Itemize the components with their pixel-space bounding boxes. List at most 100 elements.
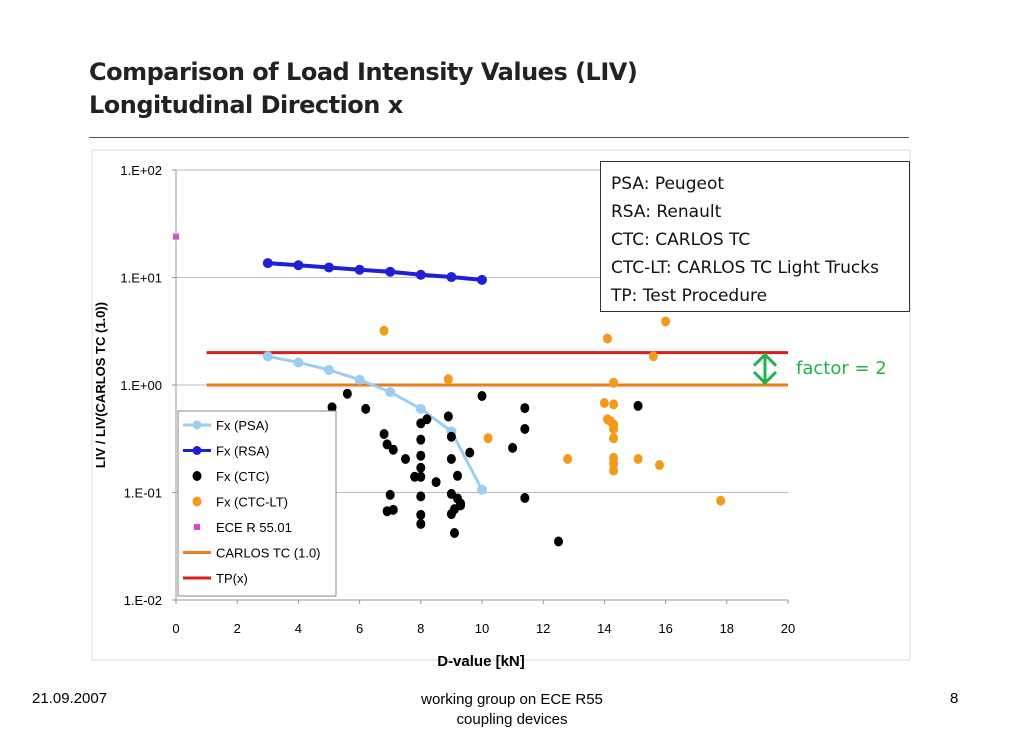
x-tick-label: 16 (658, 621, 672, 636)
point-ctc (456, 498, 466, 509)
abbrev-ctc-lt: CTC-LT: CARLOS TC Light Trucks (611, 258, 879, 278)
point-ctc (520, 423, 530, 434)
x-tick-label: 2 (234, 621, 241, 636)
point-ctc (422, 414, 432, 425)
point-rsa (385, 266, 396, 277)
point-rsa (293, 260, 304, 271)
slide-title-line1: Comparison of Load Intensity Values (LIV… (89, 58, 638, 86)
point-rsa (446, 272, 457, 283)
point-ctc (416, 450, 426, 461)
point-ctc (388, 444, 398, 455)
footer-page-number: 8 (950, 690, 959, 707)
abbreviation-box: PSA: Peugeot RSA: Renault CTC: CARLOS TC… (600, 161, 910, 312)
point-ctc (401, 453, 410, 464)
point-ctc_lt (716, 495, 726, 506)
y-axis-title: LIV / LIV(CARLOS TC (1.0)) (93, 302, 108, 468)
point-rsa (354, 264, 365, 275)
point-ctc (633, 400, 643, 411)
point-ctc (416, 518, 426, 529)
footer-center: working group on ECE R55 coupling device… (362, 690, 662, 730)
point-ctc_lt (483, 433, 493, 444)
x-tick-label: 20 (781, 621, 795, 636)
point-ctc_lt (654, 460, 664, 471)
legend-label: TP(x) (216, 571, 248, 586)
point-ctc_lt (609, 399, 619, 410)
footer-center-line1: working group on ECE R55 (421, 691, 603, 708)
legend-marker-ctc_lt (192, 496, 202, 507)
point-ctc_lt (599, 398, 609, 409)
point-psa (354, 374, 365, 385)
legend-label: Fx (PSA) (216, 418, 269, 433)
abbrev-tp: TP: Test Procedure (611, 286, 768, 306)
legend-marker-ece (194, 524, 200, 530)
point-ctc (443, 411, 453, 422)
point-ctc (431, 477, 441, 488)
legend-label: ECE R 55.01 (216, 520, 292, 535)
chart-frame (91, 149, 911, 661)
point-ctc_lt (602, 333, 612, 344)
point-ctc (449, 528, 459, 539)
point-ctc (416, 509, 426, 520)
slide-title-line2: Longitudinal Direction x (89, 91, 403, 119)
point-ctc (379, 429, 389, 440)
x-tick-label: 10 (475, 621, 489, 636)
legend-marker-psa (192, 420, 202, 430)
point-ctc (382, 439, 392, 450)
point-ctc_lt (609, 433, 619, 444)
legend-frame (177, 410, 337, 597)
x-tick-label: 0 (172, 621, 179, 636)
point-psa (385, 387, 396, 398)
point-ctc (361, 403, 371, 414)
slide-title: Comparison of Load Intensity Values (LIV… (89, 56, 638, 122)
y-tick-label: 1.E-02 (124, 593, 162, 608)
point-ctc (520, 492, 530, 503)
point-ctc_lt (609, 465, 619, 476)
abbrev-ctc: CTC: CARLOS TC (611, 230, 751, 250)
legend-label: Fx (CTC-LT) (216, 495, 288, 510)
x-tick-label: 4 (295, 621, 302, 636)
x-tick-label: 18 (720, 621, 734, 636)
footer-center-line2: coupling devices (456, 711, 568, 728)
point-ctc (342, 388, 352, 399)
point-ctc (477, 391, 487, 402)
point-ctc (465, 447, 475, 458)
x-axis-title: D-value [kN] (437, 653, 525, 670)
point-ctc (449, 504, 459, 515)
legend-label: CARLOS TC (1.0) (216, 546, 321, 561)
y-tick-label: 1.E-01 (124, 486, 162, 501)
x-tick-label: 6 (356, 621, 363, 636)
point-ctc_lt (443, 374, 453, 385)
point-ctc (446, 431, 456, 442)
point-rsa (262, 258, 273, 269)
point-ctc (388, 504, 398, 515)
abbrev-psa: PSA: Peugeot (611, 174, 725, 194)
point-ctc (416, 434, 426, 445)
point-ctc (416, 471, 426, 482)
footer-date: 21.09.2007 (32, 690, 108, 707)
point-psa (324, 364, 334, 375)
series-line-rsa (267, 261, 483, 282)
legend-marker-rsa (192, 446, 202, 455)
point-ctc (416, 491, 426, 502)
point-rsa (477, 274, 487, 285)
point-ctc (508, 442, 518, 453)
point-ctc_lt (379, 325, 389, 336)
point-rsa (324, 262, 334, 273)
point-ctc_lt (563, 453, 573, 464)
x-tick-label: 14 (597, 621, 611, 636)
point-ctc_lt (633, 453, 643, 464)
factor-arrow-head-down (752, 370, 778, 386)
point-ctc (453, 470, 463, 481)
point-ctc (416, 462, 426, 473)
point-ctc_lt (661, 316, 671, 327)
point-ctc (520, 403, 530, 414)
x-tick-label: 8 (417, 621, 424, 636)
point-ctc (554, 536, 563, 547)
point-ctc_lt (648, 351, 658, 362)
y-tick-label: 1.E+00 (120, 378, 162, 393)
point-rsa (415, 269, 426, 280)
legend-label: Fx (RSA) (216, 444, 269, 459)
series-line-psa (267, 354, 484, 491)
point-ctc_lt (609, 423, 619, 434)
point-psa (415, 403, 426, 414)
